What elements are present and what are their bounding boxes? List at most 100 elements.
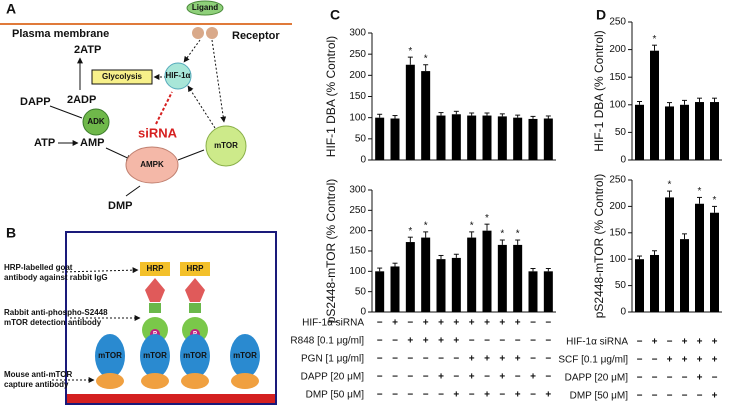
significance: * (500, 229, 504, 240)
treatment-sign: + (697, 355, 703, 366)
y-axis-label: HIF-1 DBA (% Control) (592, 30, 606, 151)
treatment-sign: − (652, 391, 658, 402)
treatment-sign: − (377, 336, 383, 347)
treatment-sign: + (499, 354, 505, 365)
treatment-sign: + (712, 355, 718, 366)
significance: * (424, 53, 428, 64)
treatment-sign: − (697, 391, 703, 402)
treatment-sign: − (499, 390, 505, 401)
hrp-label: HRP (187, 264, 205, 273)
significance: * (424, 221, 428, 232)
treatment-sign: + (392, 318, 398, 329)
atp2-label: 2ATP (74, 44, 101, 56)
bar (513, 244, 523, 312)
treatment-sign: + (484, 390, 490, 401)
treatment-sign: − (637, 355, 643, 366)
bar (650, 254, 659, 312)
treatment-sign: + (667, 355, 673, 366)
treatment-sign: + (499, 372, 505, 383)
y-tick-label: 0 (620, 155, 626, 166)
treatment-sign: + (682, 355, 688, 366)
y-tick-label: 0 (360, 307, 366, 318)
y-tick-label: 250 (349, 205, 366, 216)
treatment-sign: + (407, 336, 413, 347)
treatment-sign: − (652, 355, 658, 366)
bar (467, 237, 477, 312)
treatment-sign: + (438, 372, 444, 383)
atp-label: ATP (34, 137, 55, 149)
treatment-sign: + (484, 354, 490, 365)
bar (375, 271, 385, 312)
treatment-sign: + (438, 336, 444, 347)
receptor (206, 27, 218, 39)
amp-label: AMP (80, 137, 104, 149)
bar (635, 259, 644, 312)
treatment-sign: − (484, 336, 490, 347)
bar (665, 106, 674, 160)
glycolysis-box (91, 69, 153, 85)
significance: * (408, 226, 412, 237)
treatment-sign: + (682, 337, 688, 348)
treatment-sign: − (515, 372, 521, 383)
bar (436, 259, 446, 312)
goat-antibody (145, 278, 165, 302)
membrane-label: Plasma membrane (12, 28, 109, 40)
treatment-sign: − (667, 391, 673, 402)
treatment-sign: + (438, 318, 444, 329)
b-label: capture antibody (4, 380, 69, 389)
inhibit-line (49, 105, 83, 119)
treatment-sign: + (652, 337, 658, 348)
capture-antibody (96, 373, 124, 389)
panel-label: B (6, 225, 16, 241)
treatment-sign: − (423, 390, 429, 401)
treatment-sign: − (453, 372, 459, 383)
b-label: antibody against rabbit IgG (4, 273, 108, 282)
y-tick-label: 200 (609, 201, 626, 212)
ligand-label: Ligand (192, 3, 218, 12)
treatment-sign: − (438, 354, 444, 365)
arrow (183, 39, 201, 63)
treatment-sign: − (530, 318, 536, 329)
treatment-sign: + (423, 318, 429, 329)
treatment-sign: − (545, 336, 551, 347)
treatment-sign: − (392, 354, 398, 365)
panel-label: D (596, 7, 606, 23)
inhibit-line (125, 185, 141, 197)
bar (451, 257, 461, 312)
y-tick-label: 0 (620, 307, 626, 318)
treatment-sign: − (530, 336, 536, 347)
well-base (67, 394, 275, 403)
glycolysis-label: Glycolysis (102, 72, 143, 81)
treatment-sign: − (712, 373, 718, 384)
bar (695, 102, 704, 160)
bar (497, 116, 507, 160)
treatment-sign: + (469, 318, 475, 329)
pointer (61, 267, 139, 274)
treatment-sign: − (484, 372, 490, 383)
treatment-sign: − (530, 390, 536, 401)
mtor-label: mTOR (98, 351, 122, 360)
y-axis-label: HIF-1 DBA (% Control) (324, 36, 338, 157)
bar (528, 271, 538, 312)
bar (405, 242, 415, 312)
treatment-sign: − (392, 372, 398, 383)
treatment-sign: − (392, 336, 398, 347)
y-tick-label: 150 (609, 227, 626, 238)
treatment-sign: − (515, 336, 521, 347)
treatment-sign: − (667, 337, 673, 348)
mtor-protein (230, 334, 260, 378)
bar (451, 114, 461, 160)
bar (680, 239, 689, 312)
y-tick-label: 150 (609, 72, 626, 83)
ampk-label: AMPK (140, 160, 164, 169)
bar (375, 117, 385, 160)
treatment-sign: + (697, 373, 703, 384)
treatment-sign: + (515, 354, 521, 365)
bar (467, 115, 477, 160)
y-tick-label: 100 (609, 254, 626, 265)
mtor-label: mTOR (214, 141, 238, 150)
y-tick-label: 250 (349, 49, 366, 60)
bar (710, 102, 719, 160)
treatment-sign: − (469, 336, 475, 347)
treatment-sign: − (667, 373, 673, 384)
